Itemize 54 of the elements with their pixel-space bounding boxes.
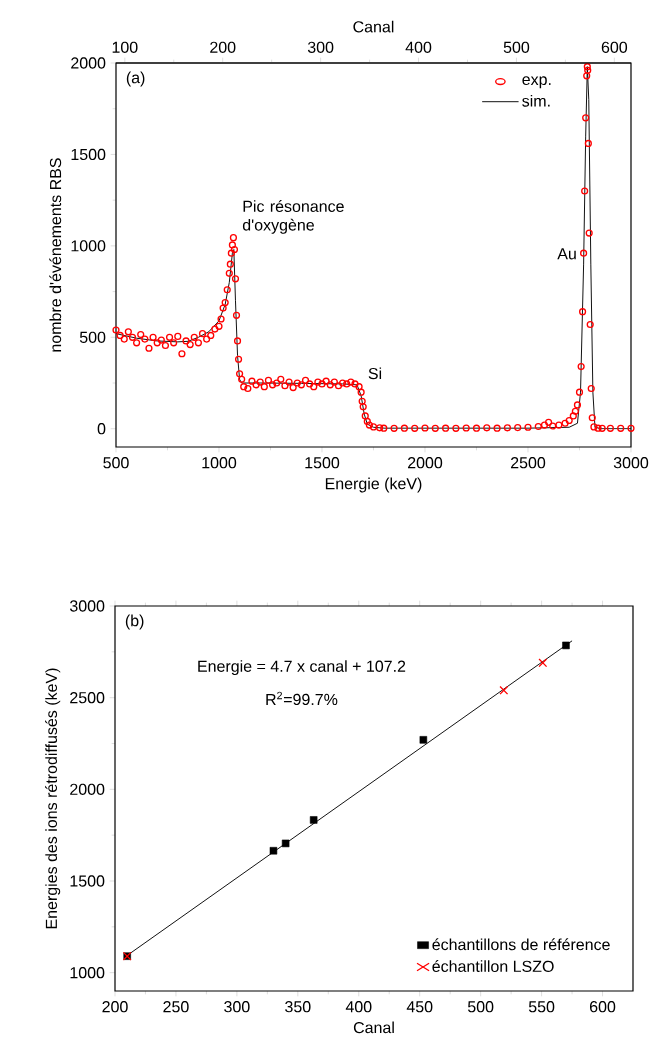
y-axis-title: Energies des ions rétrodiffusés (keV) (45, 668, 61, 929)
annotation: (a) (126, 71, 145, 87)
y-tick-label: 1500 (71, 148, 106, 161)
x-tick-label: 2000 (407, 457, 443, 469)
x-tick-label: 550 (528, 1001, 555, 1013)
point (281, 839, 290, 848)
x2-tick-label: 600 (601, 41, 628, 53)
point (309, 816, 318, 824)
x-axis-title: Energie (keV) (325, 477, 422, 493)
point (562, 641, 570, 650)
x-axis-title: Canal (353, 1021, 394, 1034)
x-tick-label: 2500 (510, 457, 546, 469)
x-tick-label: 400 (345, 1001, 372, 1013)
legend-label: sim. (522, 94, 550, 107)
y-tick-label: 1000 (70, 967, 105, 979)
y-tick-label: 3000 (69, 600, 105, 612)
x2-tick-label: 300 (307, 41, 334, 53)
y-tick-label: 2000 (71, 57, 106, 69)
x2-axis-title: Canal (353, 20, 394, 33)
annotation: Pic résonance d'oxygène (242, 200, 344, 234)
annotation: R$^{2}$=99.7% (266, 691, 338, 706)
y-tick-label: 1500 (70, 875, 105, 887)
legend-label: exp. (522, 76, 551, 89)
annotation: Si (368, 367, 382, 380)
x-tick-label: 450 (406, 1001, 433, 1013)
x-tick-label: 1000 (202, 457, 237, 469)
x-tick-label: 250 (163, 1001, 189, 1013)
annotation: Energie = 4.7 x canal + 107.2 (198, 660, 406, 676)
annotation: (b) (125, 614, 144, 630)
x-tick-label: 1500 (305, 457, 340, 469)
point (499, 685, 509, 695)
x-tick-label: 500 (467, 1001, 494, 1013)
point (538, 658, 548, 668)
annotation: Au (557, 248, 576, 260)
x-tick-label: 300 (224, 1001, 250, 1013)
legend-label: échantillons de référence (432, 938, 610, 951)
point (269, 847, 278, 855)
y-tick-label: 500 (79, 331, 106, 343)
x2-tick-label: 500 (503, 41, 530, 53)
y-tick-label: 2000 (70, 783, 105, 795)
x2-tick-label: 100 (112, 41, 138, 53)
x2-tick-label: 200 (210, 41, 236, 53)
y-tick-label: 0 (97, 423, 106, 435)
y-tick-label: 2500 (70, 692, 105, 704)
x-tick-label: 500 (103, 457, 129, 469)
legend-label: échantillon LSZO (432, 960, 554, 972)
y-axis-title: nombre d'événements RBS (49, 158, 62, 352)
x-tick-label: 350 (285, 1001, 311, 1013)
x-tick-label: 200 (102, 1001, 128, 1013)
x-tick-label: 3000 (613, 457, 649, 469)
x-tick-label: 600 (590, 1001, 616, 1013)
y-tick-label: 1000 (71, 240, 106, 252)
point (419, 736, 428, 744)
x2-tick-label: 400 (405, 41, 432, 53)
